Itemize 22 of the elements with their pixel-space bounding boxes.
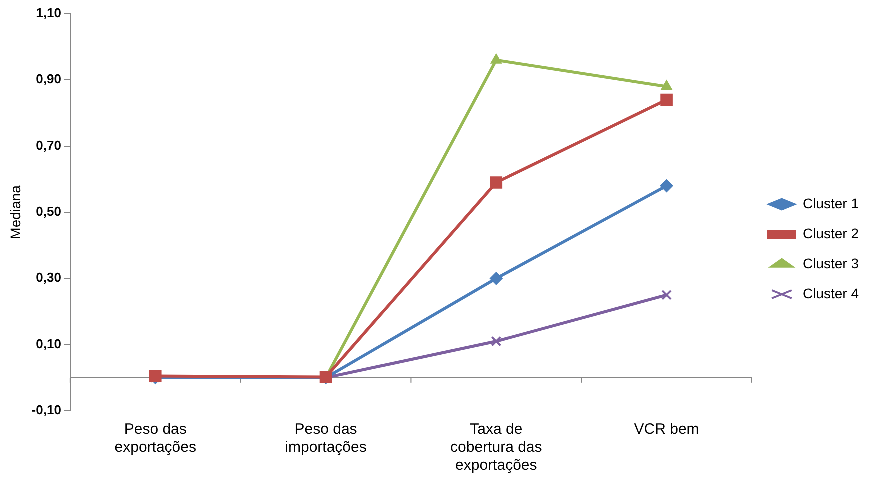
legend-label: Cluster 2 [802,225,860,242]
x-tick-label: Peso das exportações [114,421,196,456]
x-tick-label: Peso das importações [285,421,367,456]
point [660,94,673,106]
y-tick-label: -0,10 [32,402,62,418]
x-tick-label: Taxa de cobertura das exportações [450,421,542,474]
legend-label: Cluster 3 [802,255,860,272]
point [491,336,502,347]
y-tick-label: 0,30 [36,270,62,286]
point [662,290,672,300]
y-tick-label: 0,50 [36,204,62,220]
y-tick-label: 0,10 [36,336,62,352]
point [660,180,674,193]
y-axis-title: Mediana [7,185,24,240]
legend-label: Cluster 4 [802,285,860,302]
legend-label: Cluster 1 [802,195,860,212]
point [490,272,503,286]
y-tick-label: 1,10 [36,6,62,21]
x-tick-label: VCR bem [634,421,700,438]
y-tick-label: 0,90 [36,72,62,87]
point [490,176,503,189]
y-tick-label: 0,70 [36,138,62,153]
